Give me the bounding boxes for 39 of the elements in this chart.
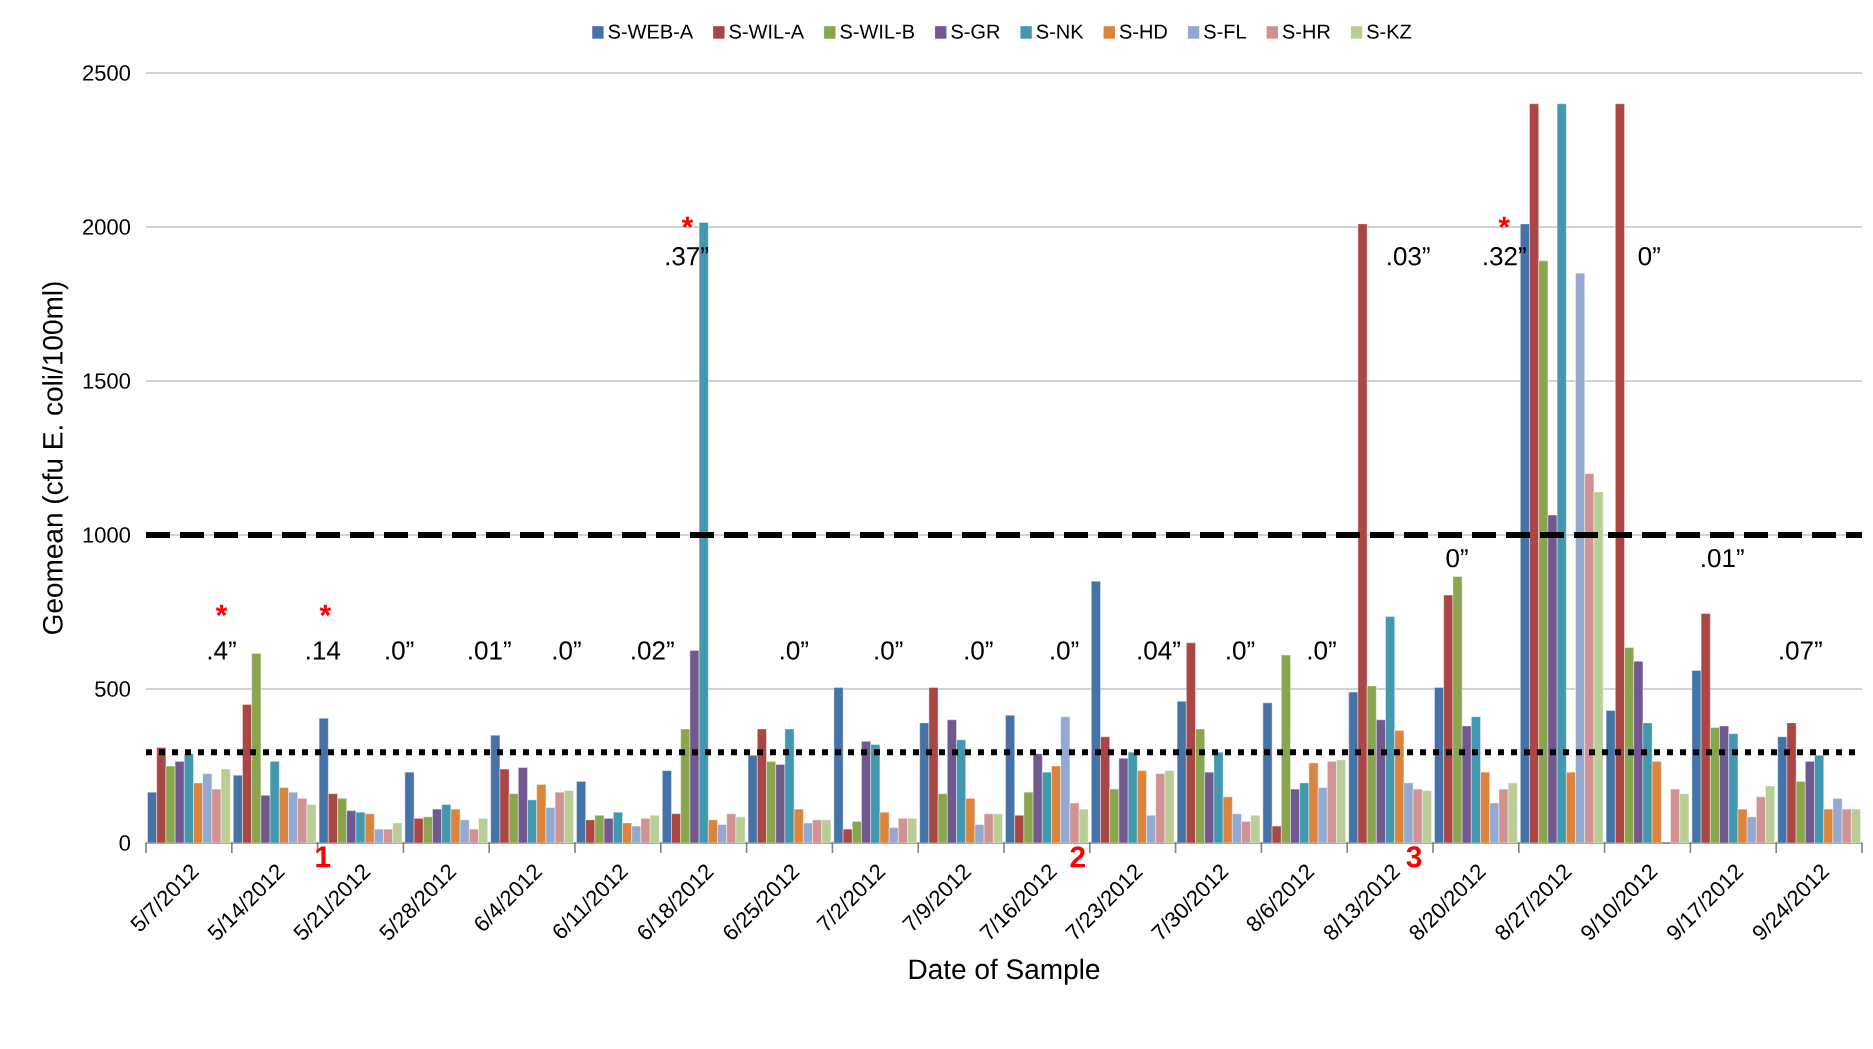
annotation: .0”	[875, 641, 903, 660]
annotation: .0”	[1227, 641, 1255, 660]
legend-label: S-HD	[1119, 24, 1167, 39]
annotation: *	[215, 604, 228, 616]
legend-label: S-WIL-A	[729, 24, 805, 39]
x-axis-title: Date of Sample	[909, 958, 1100, 985]
annotation: .0”	[1051, 641, 1079, 660]
legend-label: S-NK	[1036, 24, 1084, 39]
annotation: .14	[307, 641, 341, 660]
y-tick-label: 1000	[83, 527, 131, 543]
annotation: .0”	[1308, 641, 1336, 660]
legend-label: S-HR	[1282, 24, 1330, 39]
legend-label: S-KZ	[1367, 24, 1412, 39]
annotation: *	[681, 216, 694, 228]
annotation: *	[1498, 216, 1511, 228]
annotation: .01”	[1702, 548, 1744, 568]
annotation: .07”	[1780, 641, 1822, 660]
y-tick-label: 500	[95, 681, 131, 697]
y-tick-label: 2000	[83, 219, 131, 235]
annotation: .04”	[1138, 641, 1180, 660]
annotation: .4”	[208, 641, 236, 660]
annotation: 0”	[1638, 247, 1660, 266]
legend-label: S-FL	[1204, 24, 1246, 39]
annotation: 0”	[1446, 548, 1468, 568]
annotation: .03”	[1388, 247, 1430, 266]
annotation: .02”	[632, 641, 674, 660]
annotation: *	[319, 604, 332, 616]
y-tick-label: 2500	[83, 65, 131, 81]
y-axis-title: Geomean (cfu E. coli/100ml)	[42, 282, 69, 634]
legend-label: S-WIL-B	[840, 24, 914, 39]
legend-label: S-WEB-A	[608, 24, 694, 39]
legend-label: S-GR	[951, 24, 1000, 39]
annotation: .0”	[386, 641, 414, 660]
annotation: .0”	[553, 641, 581, 660]
annotation: .0”	[965, 641, 993, 660]
y-tick-label: 1500	[83, 373, 131, 389]
y-tick-label: 0	[119, 835, 131, 851]
annotation: .01”	[469, 641, 511, 660]
annotation: .0”	[781, 641, 809, 660]
